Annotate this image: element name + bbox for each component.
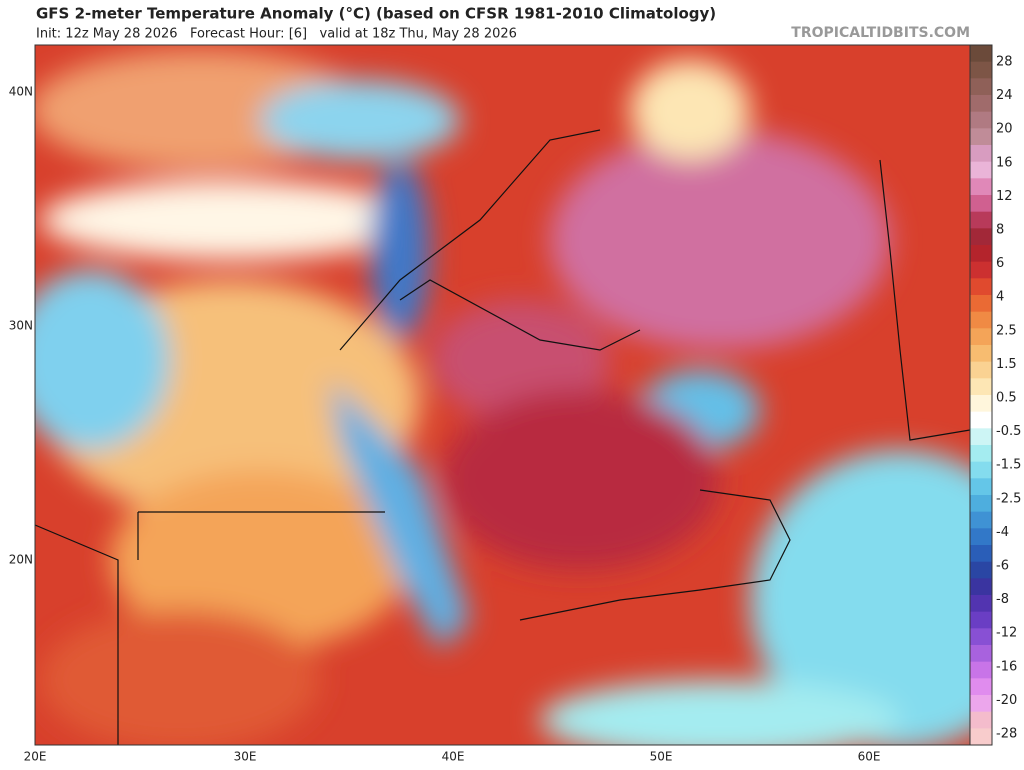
colorbar-label: 20	[996, 122, 1013, 137]
colorbar-swatch	[970, 111, 992, 129]
colorbar-swatch	[970, 345, 992, 363]
colorbar-label: 6	[996, 256, 1004, 271]
colorbar-label: -0.5	[996, 424, 1021, 439]
colorbar-swatch	[970, 178, 992, 196]
colorbar-swatch	[970, 211, 992, 229]
lat-label: 40N	[9, 85, 33, 99]
colorbar-swatch	[970, 295, 992, 313]
colorbar-label: -20	[996, 693, 1017, 708]
lon-label: 30E	[234, 750, 257, 764]
colorbar-label: 8	[996, 223, 1004, 238]
map	[35, 45, 970, 745]
colorbar-label: 24	[996, 88, 1013, 103]
lat-label: 20N	[9, 553, 33, 567]
colorbar: 28 24 20 16 12 8 6 4 2.5 1.5 0.5 -0.5 -1.5 -2.5 -4 -6 -8…	[969, 44, 1021, 746]
colorbar-label: 2.5	[996, 323, 1017, 338]
colorbar-swatch	[970, 228, 992, 246]
colorbar-swatch	[970, 95, 992, 113]
colorbar-swatch	[970, 261, 992, 279]
colorbar-swatch	[970, 678, 992, 696]
site-name: TROPICALTIDBITS.COM	[791, 25, 970, 41]
colorbar-swatch	[970, 611, 992, 629]
lon-label: 60E	[858, 750, 881, 764]
colorbar-swatch	[970, 511, 992, 529]
colorbar-label: -4	[996, 525, 1009, 540]
colorbar-label: -28	[996, 727, 1017, 742]
colorbar-label: 4	[996, 290, 1004, 305]
colorbar-swatch	[970, 545, 992, 563]
colorbar-label: 28	[996, 55, 1013, 70]
colorbar-label: -16	[996, 659, 1017, 674]
colorbar-swatch	[970, 628, 992, 646]
colorbar-swatch	[970, 595, 992, 613]
colorbar-swatch	[970, 245, 992, 263]
colorbar-swatch	[970, 461, 992, 479]
lon-label: 20E	[24, 750, 47, 764]
colorbar-swatch	[970, 578, 992, 596]
colorbar-swatch	[970, 411, 992, 429]
colorbar-label: -8	[996, 592, 1009, 607]
colorbar-swatch	[970, 45, 992, 63]
lat-label: 30N	[9, 319, 33, 333]
colorbar-frame	[969, 44, 993, 746]
colorbar-swatch	[970, 528, 992, 546]
colorbar-label: 0.5	[996, 391, 1017, 406]
colorbar-swatch	[970, 728, 992, 746]
colorbar-swatch	[970, 378, 992, 396]
colorbar-swatch	[970, 395, 992, 413]
colorbar-swatch	[970, 711, 992, 729]
colorbar-label: 12	[996, 189, 1013, 204]
lon-label: 50E	[650, 750, 673, 764]
colorbar-swatch	[970, 428, 992, 446]
colorbar-swatch	[970, 645, 992, 663]
colorbar-swatch	[970, 478, 992, 496]
colorbar-swatch	[970, 61, 992, 79]
colorbar-swatch	[970, 145, 992, 163]
colorbar-label: -6	[996, 559, 1009, 574]
lon-label: 40E	[442, 750, 465, 764]
colorbar-swatch	[970, 311, 992, 329]
title: GFS 2-meter Temperature Anomaly (°C) (ba…	[36, 5, 716, 23]
colorbar-swatch	[970, 328, 992, 346]
colorbar-swatch	[970, 161, 992, 179]
colorbar-swatch	[970, 195, 992, 213]
colorbar-label: 1.5	[996, 357, 1017, 372]
colorbar-swatch	[970, 361, 992, 379]
colorbar-swatch	[970, 695, 992, 713]
colorbar-swatch	[970, 278, 992, 296]
colorbar-swatch	[970, 661, 992, 679]
colorbar-swatch	[970, 128, 992, 146]
colorbar-swatch	[970, 78, 992, 96]
colorbar-swatch	[970, 445, 992, 463]
subtitle: Init: 12z May 28 2026 Forecast Hour: [6]…	[36, 27, 517, 42]
colorbar-label: 16	[996, 155, 1013, 170]
colorbar-label: -12	[996, 626, 1017, 641]
colorbar-swatch	[970, 495, 992, 513]
axis-labels: 40N 30N 20N 20E 30E 40E 50E 60E	[9, 85, 881, 764]
colorbar-label: -1.5	[996, 458, 1021, 473]
colorbar-label: -2.5	[996, 491, 1021, 506]
colorbar-swatch	[970, 561, 992, 579]
